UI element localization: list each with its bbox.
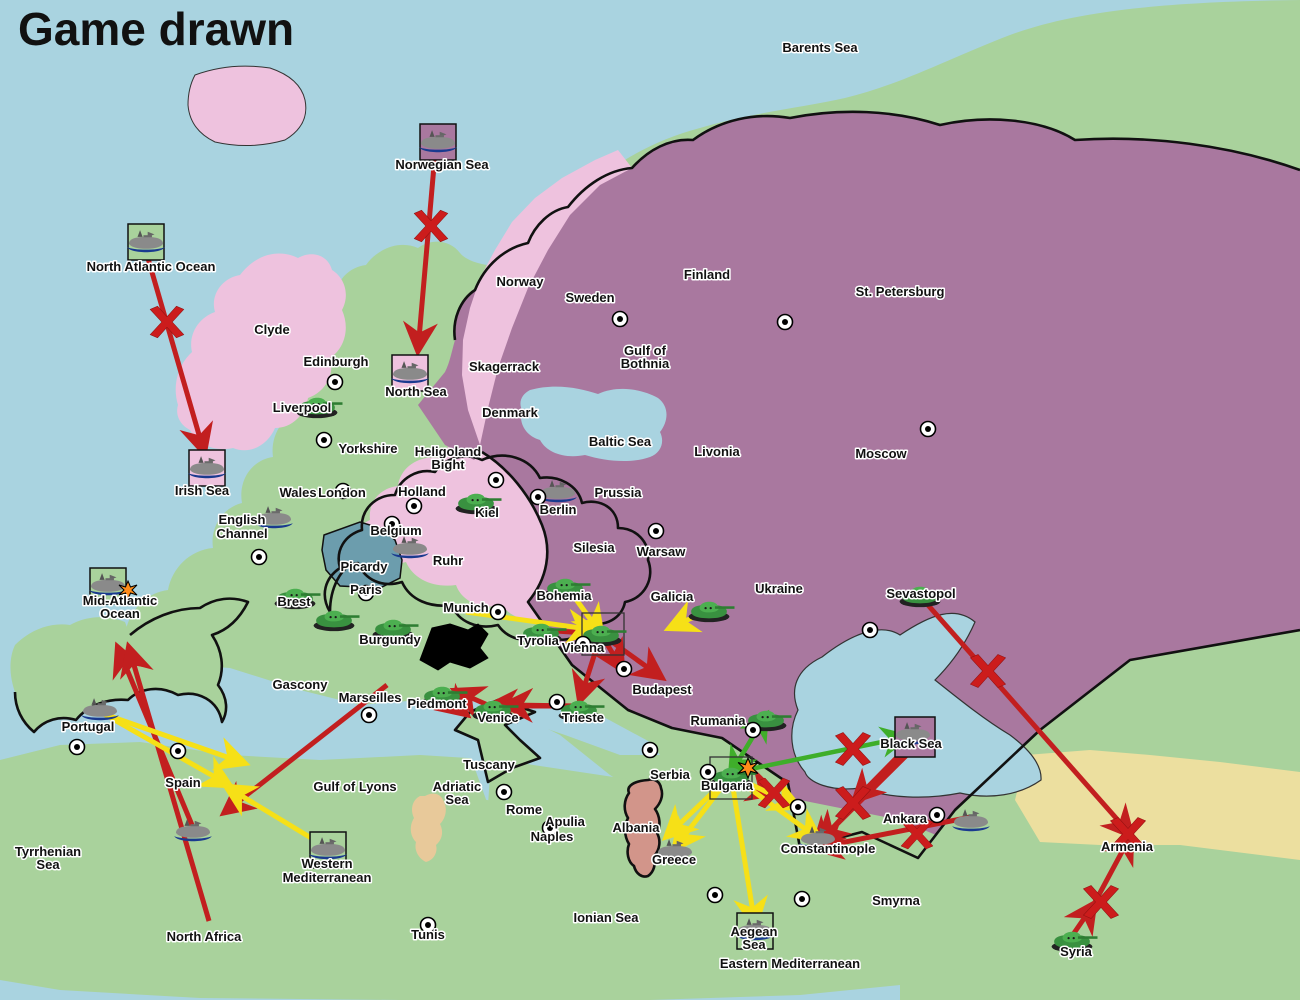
svg-text:Sea: Sea	[36, 857, 60, 872]
svg-text:North Sea: North Sea	[385, 384, 447, 399]
svg-text:Sea: Sea	[742, 937, 766, 952]
svg-text:Ankara: Ankara	[883, 811, 928, 826]
svg-text:St. Petersburg: St. Petersburg	[856, 284, 945, 299]
svg-text:Paris: Paris	[350, 582, 382, 597]
svg-text:Portugal: Portugal	[62, 719, 115, 734]
svg-text:Denmark: Denmark	[482, 405, 538, 420]
svg-text:Marseilles: Marseilles	[339, 690, 402, 705]
svg-text:Clyde: Clyde	[254, 322, 289, 337]
svg-text:Kiel: Kiel	[475, 505, 499, 520]
svg-text:Serbia: Serbia	[650, 767, 691, 782]
svg-text:Greece: Greece	[652, 852, 696, 867]
svg-text:Bight: Bight	[431, 457, 465, 472]
svg-text:Ocean: Ocean	[100, 606, 140, 621]
svg-text:Budapest: Budapest	[632, 682, 692, 697]
svg-text:London: London	[318, 485, 366, 500]
svg-text:Picardy: Picardy	[341, 559, 389, 574]
svg-text:Norwegian Sea: Norwegian Sea	[395, 157, 489, 172]
svg-text:Irish Sea: Irish Sea	[175, 483, 230, 498]
svg-text:Berlin: Berlin	[540, 502, 577, 517]
svg-text:Gascony: Gascony	[273, 677, 329, 692]
svg-text:Bohemia: Bohemia	[537, 588, 593, 603]
svg-text:Sea: Sea	[445, 792, 469, 807]
svg-text:Ukraine: Ukraine	[755, 581, 803, 596]
svg-text:Tunis: Tunis	[411, 927, 445, 942]
svg-text:Wales: Wales	[279, 485, 316, 500]
svg-text:Venice: Venice	[477, 710, 518, 725]
svg-text:Gulf of Lyons: Gulf of Lyons	[313, 779, 396, 794]
svg-text:Constantinople: Constantinople	[781, 841, 876, 856]
svg-text:Sweden: Sweden	[565, 290, 614, 305]
svg-text:Trieste: Trieste	[562, 710, 604, 725]
svg-text:Rome: Rome	[506, 802, 542, 817]
svg-text:Black Sea: Black Sea	[880, 736, 942, 751]
svg-text:Silesia: Silesia	[573, 540, 615, 555]
svg-text:Edinburgh: Edinburgh	[304, 354, 369, 369]
svg-text:Smyrna: Smyrna	[872, 893, 920, 908]
svg-text:Belgium: Belgium	[370, 523, 421, 538]
svg-text:Bulgaria: Bulgaria	[701, 778, 754, 793]
svg-text:Baltic Sea: Baltic Sea	[589, 434, 652, 449]
svg-text:Bothnia: Bothnia	[621, 356, 670, 371]
svg-text:Barents Sea: Barents Sea	[782, 40, 858, 55]
svg-text:Syria: Syria	[1060, 944, 1093, 959]
svg-text:Sevastopol: Sevastopol	[886, 586, 955, 601]
svg-text:Liverpool: Liverpool	[273, 400, 332, 415]
svg-text:Galicia: Galicia	[651, 589, 694, 604]
svg-text:Warsaw: Warsaw	[637, 544, 687, 559]
svg-text:Vienna: Vienna	[562, 640, 605, 655]
svg-text:Armenia: Armenia	[1101, 839, 1154, 854]
svg-text:Rumania: Rumania	[691, 713, 747, 728]
svg-text:Livonia: Livonia	[694, 444, 740, 459]
svg-text:North Atlantic Ocean: North Atlantic Ocean	[87, 259, 216, 274]
svg-text:Naples: Naples	[531, 829, 574, 844]
svg-text:Piedmont: Piedmont	[407, 696, 467, 711]
svg-text:North Africa: North Africa	[167, 929, 242, 944]
svg-text:Channel: Channel	[216, 526, 267, 541]
svg-text:Tyrolia: Tyrolia	[517, 633, 559, 648]
svg-text:Brest: Brest	[277, 594, 311, 609]
svg-text:Norway: Norway	[497, 274, 545, 289]
svg-text:Yorkshire: Yorkshire	[338, 441, 397, 456]
svg-text:Skagerrack: Skagerrack	[469, 359, 540, 374]
svg-text:Western: Western	[301, 856, 352, 871]
svg-text:Apulia: Apulia	[545, 814, 585, 829]
svg-text:English: English	[219, 512, 266, 527]
svg-text:Holland: Holland	[398, 484, 446, 499]
svg-text:Burgundy: Burgundy	[359, 632, 421, 647]
svg-text:Ionian Sea: Ionian Sea	[573, 910, 639, 925]
svg-text:Albania: Albania	[613, 820, 661, 835]
svg-text:Ruhr: Ruhr	[433, 553, 463, 568]
svg-text:Spain: Spain	[165, 775, 200, 790]
svg-text:Eastern Mediterranean: Eastern Mediterranean	[720, 956, 860, 971]
svg-text:Prussia: Prussia	[595, 485, 643, 500]
svg-text:Munich: Munich	[443, 600, 489, 615]
svg-text:Tuscany: Tuscany	[463, 757, 516, 772]
svg-text:Finland: Finland	[684, 267, 730, 282]
svg-text:Moscow: Moscow	[855, 446, 907, 461]
svg-text:Mediterranean: Mediterranean	[283, 870, 372, 885]
